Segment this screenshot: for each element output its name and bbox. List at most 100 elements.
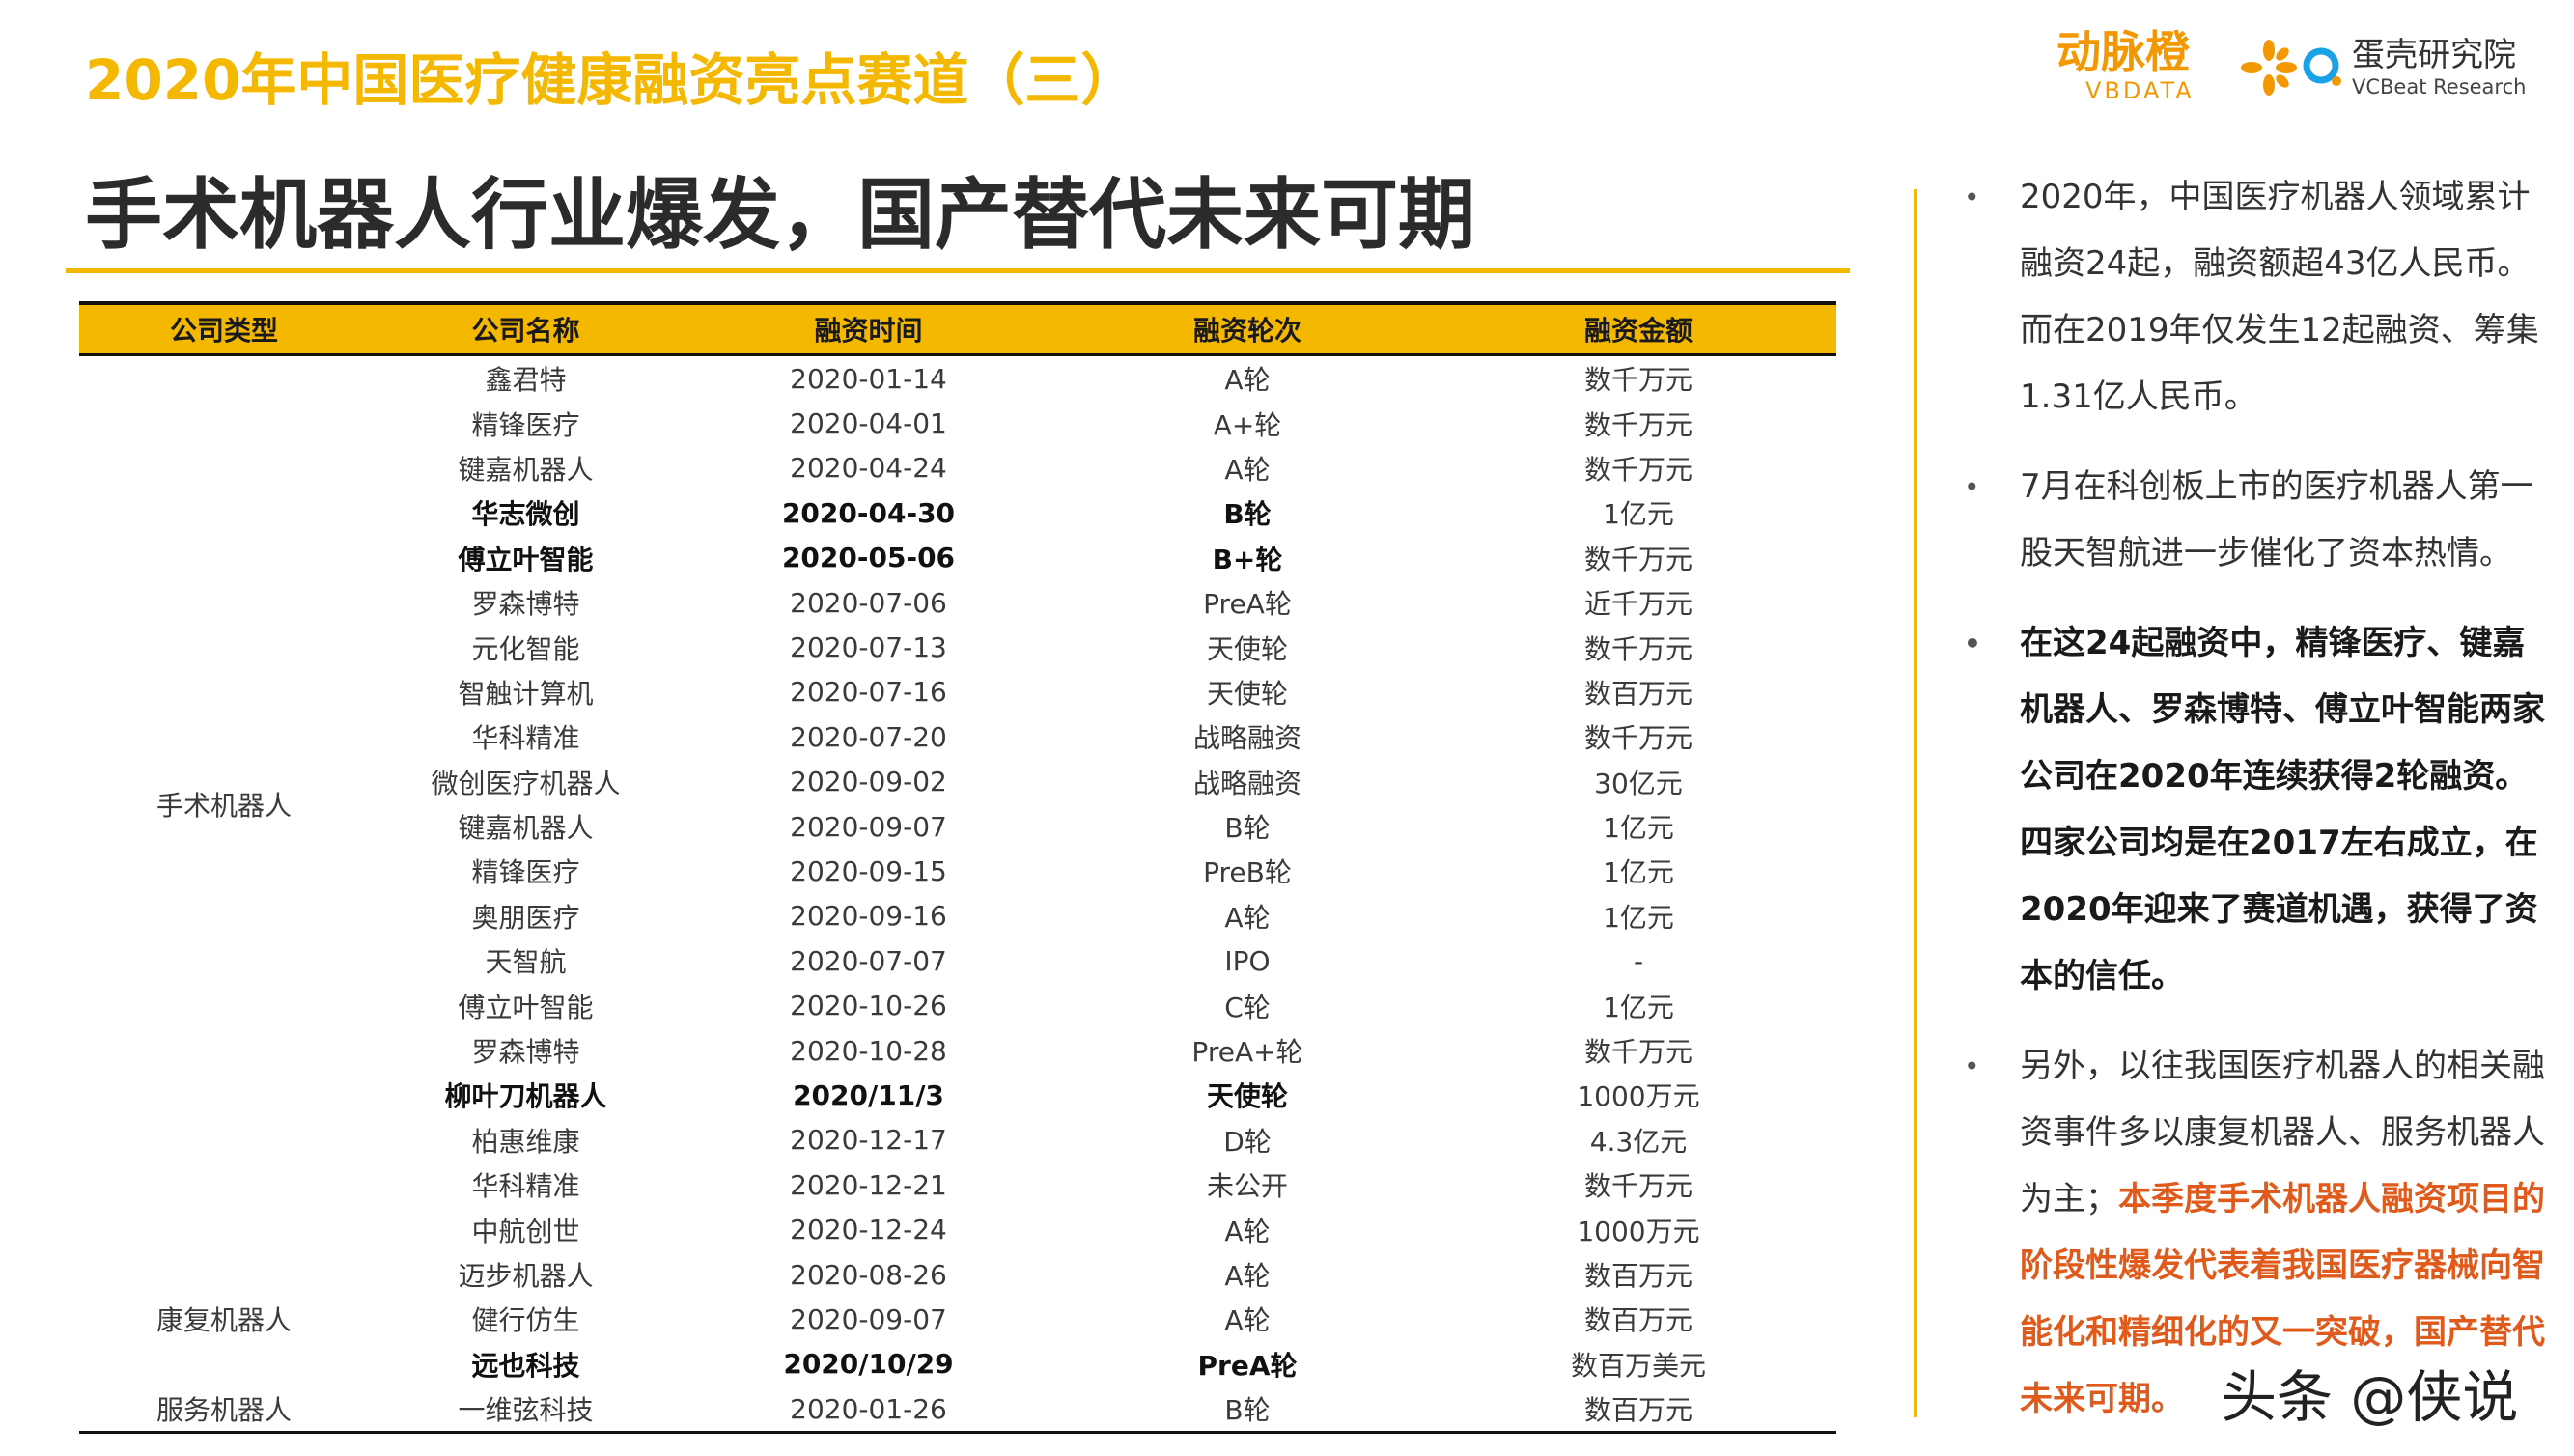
table-row: 键嘉机器人 2020-04-24 A轮 数千万元	[79, 446, 1836, 490]
cell-financing-amount: 数百万元	[1583, 677, 1693, 710]
cell-financing-round: PreA轮	[1203, 588, 1292, 621]
cell-financing-round: PreB轮	[1203, 856, 1292, 889]
cell-financing-date: 2020/11/3	[793, 1078, 944, 1111]
cell-financing-round: 天使轮	[1206, 632, 1288, 665]
table-row: 华志微创 2020-04-30 B轮 1亿元	[79, 490, 1836, 535]
cell-financing-date: 2020-10-26	[790, 990, 947, 1022]
vbdata-logo-cn: 动脉橙	[2056, 26, 2190, 78]
cell-company-name: 鑫君特	[485, 364, 567, 397]
cell-financing-amount: 1亿元	[1603, 856, 1674, 889]
cell-financing-date: 2020-09-15	[790, 854, 947, 887]
table-row: 奥朋医疗 2020-09-16 A轮 1亿元	[79, 894, 1836, 938]
cell-financing-round: D轮	[1223, 1125, 1272, 1158]
table-row: 康复机器人 迈步机器人 2020-08-26 A轮 数百万元	[79, 1252, 1836, 1337]
cell-financing-round: IPO	[1224, 944, 1271, 977]
cell-company-name: 天智航	[485, 946, 567, 979]
cell-financing-amount: 数百万元	[1583, 1304, 1693, 1337]
cell-financing-amount: 1亿元	[1603, 498, 1674, 531]
cell-financing-date: 2020/10/29	[783, 1348, 954, 1381]
cell-financing-amount: 数百万元	[1583, 1260, 1693, 1292]
vbdata-logo-en: VBDATA	[2085, 77, 2195, 104]
bullet-text: 另外，以往我国医疗机器人的相关融资事件多以康复机器人、服务机器人为主；	[2020, 1047, 2545, 1218]
cell-company-name: 柏惠维康	[471, 1125, 580, 1158]
cell-company-name: 智触计算机	[458, 677, 594, 710]
watermark: 头条 @侠说	[2221, 1364, 2519, 1430]
cell-financing-round: A轮	[1224, 901, 1271, 934]
header-company-name: 公司名称	[369, 301, 683, 356]
cell-financing-round: B+轮	[1212, 543, 1283, 575]
section-subtitle: 2020年中国医疗健康融资亮点赛道（三）	[85, 47, 1137, 113]
cell-company-name: 健行仿生	[471, 1304, 580, 1337]
cell-company-type: 手术机器人	[155, 789, 292, 822]
cell-company-name: 罗森博特	[471, 1036, 580, 1069]
cell-company-name: 傅立叶智能	[458, 543, 594, 575]
cell-financing-date: 2020-09-07	[790, 1302, 947, 1335]
cell-financing-amount: 数千万元	[1583, 364, 1693, 397]
table-row: 天智航 2020-07-07 IPO -	[79, 938, 1836, 983]
cell-financing-amount: 数千万元	[1583, 543, 1693, 575]
cell-financing-round: A+轮	[1213, 408, 1282, 441]
cell-financing-amount: 数千万元	[1583, 632, 1693, 665]
cell-financing-date: 2020-12-21	[790, 1168, 947, 1201]
cell-financing-date: 2020-04-01	[790, 407, 947, 440]
header-financing-amount: 融资金额	[1441, 301, 1836, 356]
cell-company-name: 精锋医疗	[471, 408, 580, 441]
page-title: 手术机器人行业爆发，国产替代未来可期	[85, 170, 1475, 260]
cell-financing-round: 天使轮	[1206, 1080, 1288, 1113]
cell-financing-date: 2020-07-16	[790, 676, 947, 709]
table-body: 手术机器人 鑫君特 2020-01-14 A轮 数千万元 精锋医疗 2020-04-01 A+…	[79, 355, 1836, 1435]
cell-financing-date: 2020-12-24	[790, 1214, 947, 1246]
table-row: 健行仿生 2020-09-07 A轮 数百万元	[79, 1297, 1836, 1341]
table-row: 服务机器人 一维弦科技 2020-01-26 B轮 数百万元	[79, 1386, 1836, 1435]
cell-financing-amount: -	[1633, 944, 1644, 977]
table-row: 罗森博特 2020-10-28 PreA+轮 数千万元	[79, 1028, 1836, 1073]
bullet-highlight: 本季度手术机器人融资项目的阶段性爆发代表着我国医疗器械向智能化和精细化的又一突破…	[2020, 1180, 2545, 1418]
cell-financing-round: A轮	[1224, 364, 1271, 397]
cell-financing-amount: 1000万元	[1577, 1080, 1700, 1113]
cell-company-name: 元化智能	[471, 632, 580, 665]
cell-company-name: 奥朋医疗	[471, 901, 580, 934]
cell-company-name: 远也科技	[471, 1349, 580, 1382]
cell-financing-round: A轮	[1224, 1304, 1271, 1337]
cell-company-name: 柳叶刀机器人	[444, 1080, 607, 1113]
table-header-row: 公司类型 公司名称 融资时间 融资轮次 融资金额	[79, 301, 1836, 356]
cell-financing-amount: 数百万元	[1441, 1386, 1836, 1435]
cell-financing-date: 2020-08-26	[790, 1258, 947, 1291]
cell-financing-amount: 1000万元	[1577, 1215, 1700, 1247]
table-row: 元化智能 2020-07-13 天使轮 数千万元	[79, 625, 1836, 669]
cell-company-name: 键嘉机器人	[458, 812, 594, 845]
cell-company-type: 康复机器人	[155, 1304, 292, 1337]
cell-financing-round: A轮	[1224, 1215, 1271, 1247]
cell-financing-round: A轮	[1224, 1260, 1271, 1292]
table-row: 华科精准 2020-07-20 战略融资 数千万元	[79, 714, 1836, 759]
cell-company-name: 华科精准	[471, 1170, 580, 1203]
table-row: 微创医疗机器人 2020-09-02 战略融资 30亿元	[79, 760, 1836, 804]
vbdata-mark-icon	[2241, 40, 2297, 96]
table-row: 中航创世 2020-12-24 A轮 1000万元	[79, 1207, 1836, 1251]
header-financing-round: 融资轮次	[1054, 301, 1441, 356]
table-row: 华科精准 2020-12-21 未公开 数千万元	[79, 1162, 1836, 1207]
cell-financing-date: 2020-01-26	[683, 1386, 1054, 1435]
cell-company-name: 微创医疗机器人	[431, 767, 621, 799]
cell-company-name: 精锋医疗	[471, 856, 580, 889]
cell-financing-amount: 数千万元	[1583, 1036, 1693, 1069]
header-company-type: 公司类型	[79, 301, 369, 356]
summary-bullet: 在这24起融资中，精锋医疗、键嘉机器人、罗森博特、傅立叶智能两家公司在2020年…	[1964, 610, 2553, 1010]
table-row: 远也科技 2020/10/29 PreA轮 数百万美元	[79, 1342, 1836, 1386]
title-underline	[66, 268, 1850, 273]
cell-financing-date: 2020-09-02	[790, 766, 947, 798]
cell-financing-amount: 30亿元	[1594, 767, 1683, 799]
table-row: 傅立叶智能 2020-10-26 C轮 1亿元	[79, 983, 1836, 1027]
cell-company-name: 罗森博特	[471, 588, 580, 621]
cell-financing-amount: 近千万元	[1583, 588, 1693, 621]
cell-company-name: 华志微创	[471, 498, 580, 531]
cell-financing-date: 2020-04-30	[781, 496, 956, 529]
cell-financing-round: PreA轮	[1197, 1349, 1298, 1382]
vcbeat-logo-cn: 蛋壳研究院	[2352, 36, 2516, 74]
cell-financing-amount: 数百万美元	[1570, 1349, 1706, 1382]
vcbeat-logo: 蛋壳研究院 VCBeat Research	[2352, 35, 2526, 98]
cell-company-name: 傅立叶智能	[458, 991, 594, 1023]
cell-financing-round: 天使轮	[1206, 677, 1288, 710]
vbdata-logo: 动脉橙 VBDATA	[2056, 27, 2269, 108]
cell-financing-amount: 数千万元	[1583, 1170, 1693, 1203]
